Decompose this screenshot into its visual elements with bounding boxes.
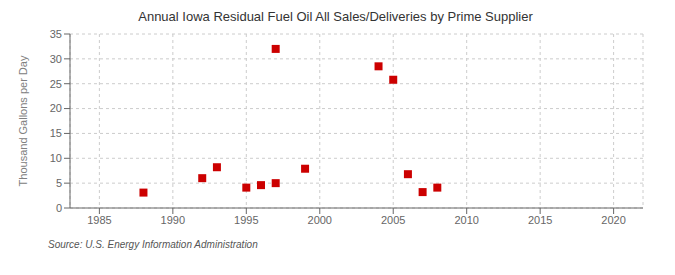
svg-text:1990: 1990 [161, 214, 185, 226]
svg-text:0: 0 [56, 202, 62, 214]
svg-text:2010: 2010 [454, 214, 478, 226]
svg-text:2005: 2005 [381, 214, 405, 226]
svg-text:25: 25 [50, 78, 62, 90]
svg-text:2015: 2015 [528, 214, 552, 226]
svg-text:15: 15 [50, 127, 62, 139]
svg-text:20: 20 [50, 102, 62, 114]
svg-text:1995: 1995 [234, 214, 258, 226]
svg-text:1985: 1985 [87, 214, 111, 226]
html-text:Source: U.S. Energy Informatio: Source: U.S. Energy Information Administ… [48, 239, 258, 250]
svg-text:Thousand Gallons per Day: Thousand Gallons per Day [17, 55, 29, 186]
svg-text:2020: 2020 [601, 214, 625, 226]
svg-text:35: 35 [50, 28, 62, 40]
svg-text:2000: 2000 [308, 214, 332, 226]
svg-text:30: 30 [50, 53, 62, 65]
svg-text:5: 5 [56, 177, 62, 189]
html-text:Annual Iowa Residual Fuel Oil: Annual Iowa Residual Fuel Oil All Sales/… [138, 9, 533, 24]
svg-text:10: 10 [50, 152, 62, 164]
